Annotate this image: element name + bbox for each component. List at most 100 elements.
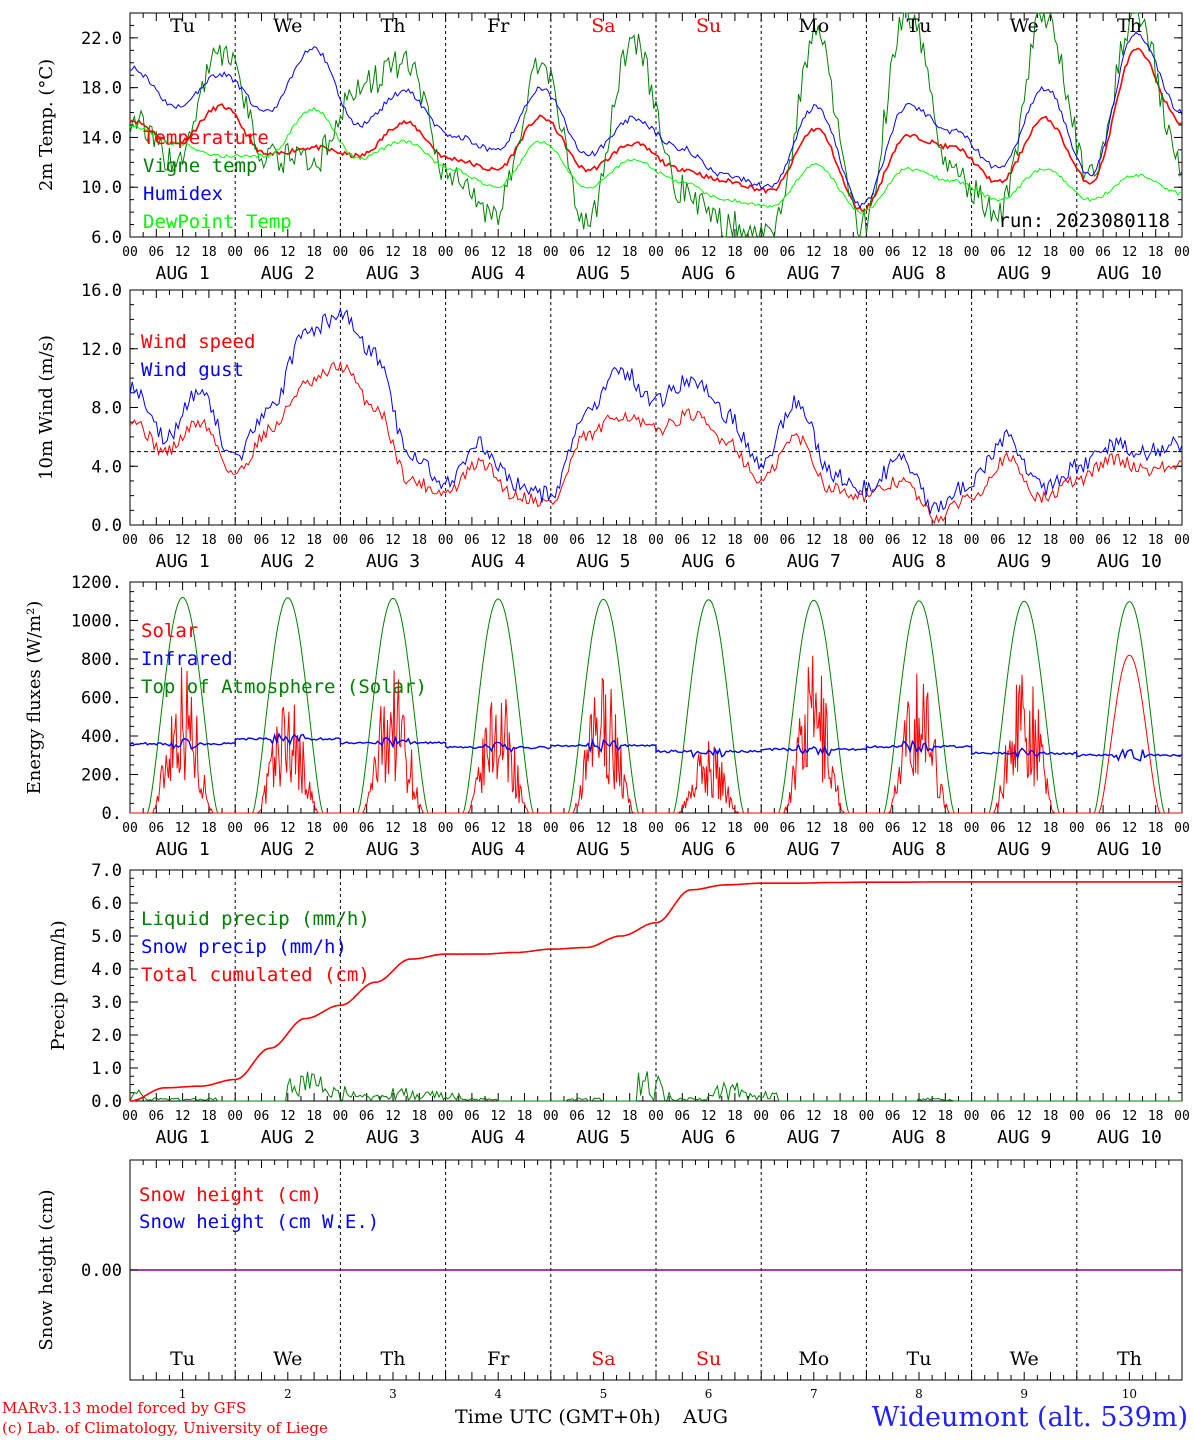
- weekday-label: Fr: [487, 1348, 510, 1370]
- x-hour-label: 18: [727, 533, 743, 548]
- x-hour-label: 00: [333, 533, 349, 548]
- x-date-label: AUG 3: [366, 839, 420, 860]
- y-tick-label: 14.0: [81, 128, 122, 148]
- day-number-label: 5: [600, 1387, 608, 1401]
- x-hour-label: 06: [674, 245, 690, 260]
- station-name: Wideumont (alt. 539m): [871, 1402, 1188, 1433]
- x-hour-label: 18: [411, 533, 427, 548]
- x-hour-label: 12: [1016, 245, 1032, 260]
- weekday-label: Tu: [170, 15, 195, 37]
- x-hour-label: 18: [411, 821, 427, 836]
- day-number-label: 9: [1020, 1387, 1028, 1401]
- y-tick-label: 22.0: [81, 29, 122, 49]
- x-axis-month: AUG: [682, 1406, 728, 1428]
- x-hour-label: 00: [753, 533, 769, 548]
- x-hour-label: 06: [464, 1109, 480, 1124]
- x-hour-label: 18: [1043, 245, 1059, 260]
- weekday-label: Tu: [907, 1348, 932, 1370]
- x-date-label: AUG 8: [892, 839, 946, 860]
- x-date-label: AUG 3: [366, 263, 420, 284]
- y-tick-label: 6.0: [91, 228, 122, 248]
- x-hour-label: 12: [701, 245, 717, 260]
- legend-entry: Temperature: [143, 127, 269, 149]
- weekday-label: Mo: [798, 15, 829, 37]
- x-hour-label: 18: [937, 245, 953, 260]
- run-annotation: run: 2023080118: [998, 210, 1170, 232]
- x-hour-label: 00: [964, 821, 980, 836]
- x-hour-label: 12: [490, 821, 506, 836]
- x-hour-label: 06: [254, 821, 270, 836]
- x-hour-label: 00: [543, 821, 559, 836]
- x-hour-label: 18: [832, 821, 848, 836]
- x-hour-label: 12: [490, 533, 506, 548]
- weekday-label: Th: [381, 1348, 406, 1370]
- x-date-label: AUG 7: [787, 839, 841, 860]
- x-hour-label: 06: [674, 821, 690, 836]
- x-hour-label: 12: [701, 821, 717, 836]
- legend-entry: Top of Atmosphere (Solar): [141, 676, 427, 698]
- x-hour-label: 00: [753, 1109, 769, 1124]
- x-date-label: AUG 2: [261, 551, 315, 572]
- legend-entry: Vigne temp: [143, 155, 257, 177]
- x-date-label: AUG 7: [787, 1127, 841, 1148]
- x-date-label: AUG 6: [682, 839, 736, 860]
- x-hour-label: 12: [385, 245, 401, 260]
- x-hour-label: 12: [911, 533, 927, 548]
- day-number-label: 10: [1122, 1387, 1137, 1401]
- x-date-label: AUG 1: [156, 263, 210, 284]
- x-hour-label: 06: [148, 1109, 164, 1124]
- y-tick-label: 5.0: [91, 927, 122, 947]
- day-number-label: 1: [179, 1387, 187, 1401]
- x-hour-label: 06: [990, 245, 1006, 260]
- x-hour-label: 18: [727, 821, 743, 836]
- x-date-label: AUG 1: [156, 551, 210, 572]
- x-hour-label: 00: [964, 1109, 980, 1124]
- x-hour-label: 18: [201, 245, 217, 260]
- legend-entry: Snow precip (mm/h): [141, 936, 347, 958]
- y-axis-title: Energy fluxes (W/m²): [24, 601, 45, 795]
- x-date-label: AUG 4: [471, 263, 525, 284]
- y-tick-label: 1000.: [71, 612, 122, 632]
- y-tick-label: 6.0: [91, 894, 122, 914]
- x-date-label: AUG 10: [1097, 551, 1162, 572]
- x-hour-label: 06: [885, 245, 901, 260]
- x-date-label: AUG 2: [261, 1127, 315, 1148]
- x-date-label: AUG 9: [997, 551, 1051, 572]
- x-hour-label: 18: [1043, 533, 1059, 548]
- x-hour-label: 06: [569, 245, 585, 260]
- x-hour-label: 18: [306, 245, 322, 260]
- x-hour-label: 00: [543, 1109, 559, 1124]
- x-hour-label: 00: [1069, 533, 1085, 548]
- x-hour-label: 06: [359, 533, 375, 548]
- y-tick-label: 10.0: [81, 178, 122, 198]
- x-date-label: AUG 7: [787, 263, 841, 284]
- x-hour-label: 00: [333, 821, 349, 836]
- x-hour-label: 06: [464, 533, 480, 548]
- x-date-label: AUG 5: [576, 839, 630, 860]
- x-hour-label: 12: [1016, 533, 1032, 548]
- weekday-label: We: [1010, 1348, 1039, 1370]
- x-hour-label: 18: [727, 1109, 743, 1124]
- y-tick-label: 8.0: [91, 399, 122, 419]
- x-hour-label: 12: [490, 1109, 506, 1124]
- x-date-label: AUG 3: [366, 551, 420, 572]
- x-hour-label: 18: [306, 533, 322, 548]
- x-hour-label: 00: [753, 245, 769, 260]
- x-hour-label: 06: [569, 1109, 585, 1124]
- x-hour-label: 00: [122, 533, 138, 548]
- weekday-label: Sa: [591, 15, 615, 37]
- x-hour-label: 12: [596, 533, 612, 548]
- x-hour-label: 18: [937, 533, 953, 548]
- y-tick-label: 18.0: [81, 79, 122, 99]
- x-hour-label: 06: [1095, 245, 1111, 260]
- x-hour-label: 00: [753, 821, 769, 836]
- x-date-label: AUG 5: [576, 1127, 630, 1148]
- x-hour-label: 18: [517, 245, 533, 260]
- x-date-label: AUG 6: [682, 551, 736, 572]
- x-hour-label: 06: [254, 245, 270, 260]
- legend-entry: Wind speed: [141, 331, 255, 353]
- x-hour-label: 12: [911, 245, 927, 260]
- x-hour-label: 12: [280, 1109, 296, 1124]
- weekday-label: Su: [696, 15, 721, 37]
- x-hour-label: 18: [937, 821, 953, 836]
